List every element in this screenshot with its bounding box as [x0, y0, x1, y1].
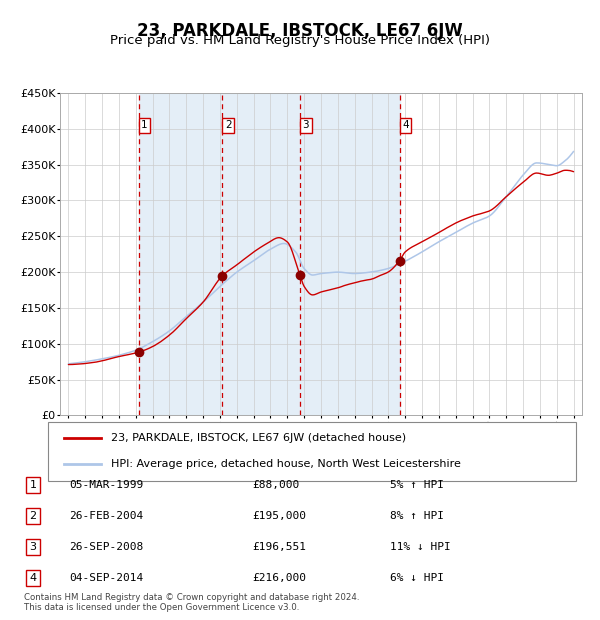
Text: £88,000: £88,000	[252, 480, 299, 490]
Text: 2: 2	[29, 511, 37, 521]
Text: 05-MAR-1999: 05-MAR-1999	[69, 480, 143, 490]
Text: 4: 4	[402, 120, 409, 130]
Text: 4: 4	[29, 573, 37, 583]
Text: 6% ↓ HPI: 6% ↓ HPI	[390, 573, 444, 583]
Text: 8% ↑ HPI: 8% ↑ HPI	[390, 511, 444, 521]
Text: 04-SEP-2014: 04-SEP-2014	[69, 573, 143, 583]
Text: 5% ↑ HPI: 5% ↑ HPI	[390, 480, 444, 490]
Bar	[139, 93, 400, 415]
Text: £196,551: £196,551	[252, 542, 306, 552]
Text: £195,000: £195,000	[252, 511, 306, 521]
FancyBboxPatch shape	[48, 422, 576, 480]
Text: £216,000: £216,000	[252, 573, 306, 583]
Text: 26-FEB-2004: 26-FEB-2004	[69, 511, 143, 521]
Text: HPI: Average price, detached house, North West Leicestershire: HPI: Average price, detached house, Nort…	[112, 459, 461, 469]
Text: 11% ↓ HPI: 11% ↓ HPI	[390, 542, 451, 552]
Text: 1: 1	[29, 480, 37, 490]
Text: 2: 2	[225, 120, 232, 130]
Text: 23, PARKDALE, IBSTOCK, LE67 6JW: 23, PARKDALE, IBSTOCK, LE67 6JW	[137, 22, 463, 40]
Text: 1: 1	[141, 120, 148, 130]
Text: Price paid vs. HM Land Registry's House Price Index (HPI): Price paid vs. HM Land Registry's House …	[110, 34, 490, 47]
Text: 23, PARKDALE, IBSTOCK, LE67 6JW (detached house): 23, PARKDALE, IBSTOCK, LE67 6JW (detache…	[112, 433, 406, 443]
Text: 3: 3	[302, 120, 309, 130]
Text: Contains HM Land Registry data © Crown copyright and database right 2024.
This d: Contains HM Land Registry data © Crown c…	[24, 593, 359, 612]
Text: 3: 3	[29, 542, 37, 552]
Text: 26-SEP-2008: 26-SEP-2008	[69, 542, 143, 552]
